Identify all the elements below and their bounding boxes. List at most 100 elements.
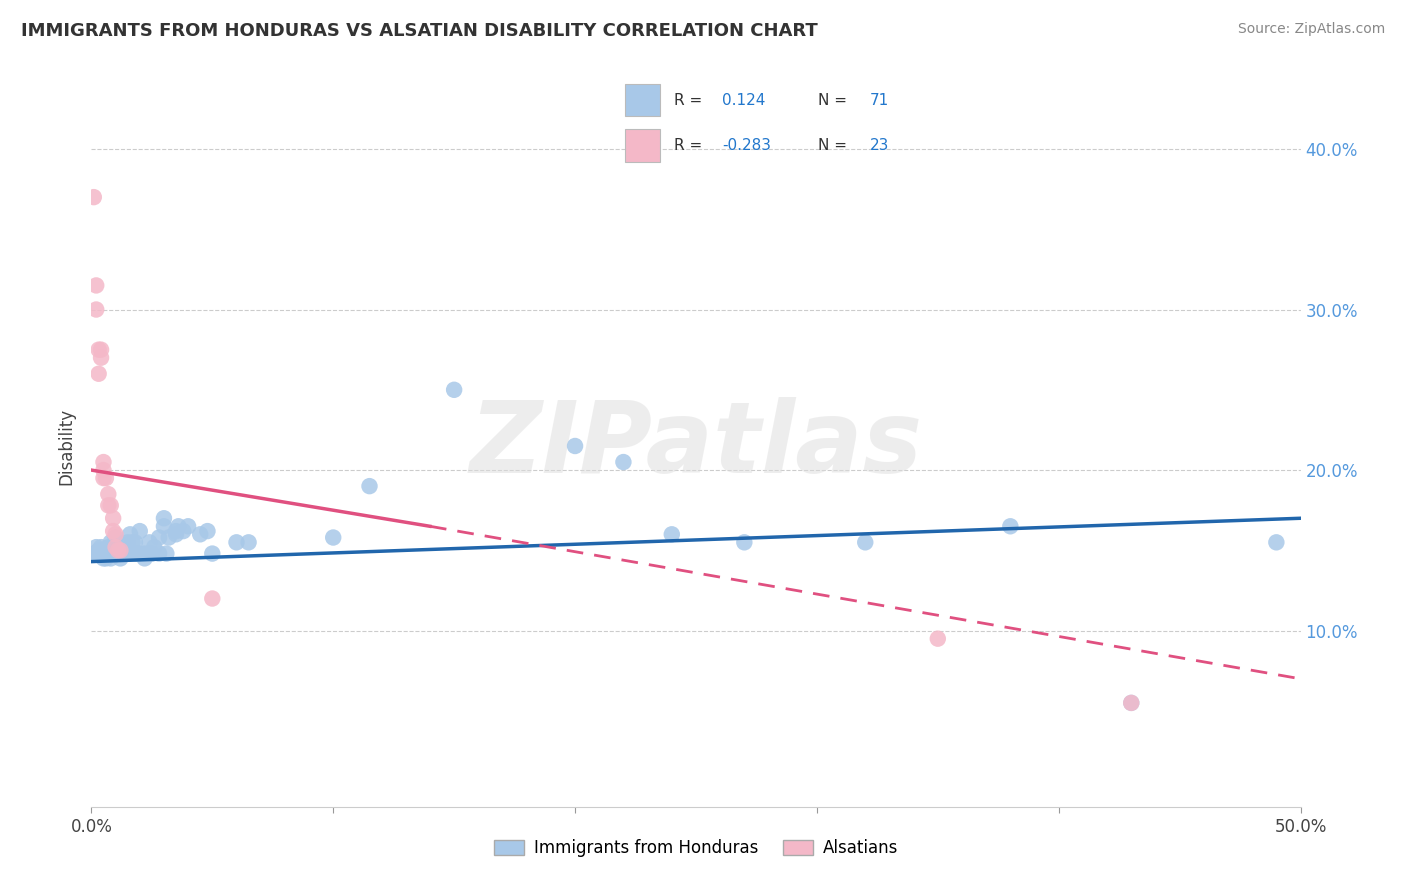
Point	[238, 535, 260, 549]
Point	[111, 547, 134, 561]
Text: N =: N =	[818, 93, 848, 108]
Point	[104, 527, 127, 541]
Text: R =: R =	[673, 93, 702, 108]
Point	[359, 479, 381, 493]
Point	[97, 487, 120, 501]
Text: N =: N =	[818, 137, 848, 153]
Point	[84, 540, 107, 554]
Point	[97, 540, 120, 554]
Point	[127, 547, 149, 561]
Point	[927, 632, 949, 646]
Point	[128, 547, 150, 561]
Point	[117, 547, 139, 561]
Text: 0.124: 0.124	[721, 93, 765, 108]
Legend: Immigrants from Honduras, Alsatians: Immigrants from Honduras, Alsatians	[486, 832, 905, 864]
Y-axis label: Disability: Disability	[58, 408, 76, 484]
Text: ZIPatlas: ZIPatlas	[470, 398, 922, 494]
Point	[110, 551, 132, 566]
Point	[93, 543, 115, 558]
Point	[120, 527, 142, 541]
Point	[100, 499, 122, 513]
Point	[87, 367, 110, 381]
Point	[1265, 535, 1288, 549]
Point	[564, 439, 586, 453]
Point	[104, 547, 127, 561]
Point	[165, 527, 187, 541]
Point	[1000, 519, 1022, 533]
Point	[612, 455, 634, 469]
Point	[100, 547, 122, 561]
Point	[93, 551, 115, 566]
Point	[114, 543, 136, 558]
Point	[148, 547, 170, 561]
Point	[124, 547, 146, 561]
Point	[110, 543, 132, 558]
Point	[101, 547, 124, 561]
Point	[84, 547, 107, 561]
Point	[134, 547, 156, 561]
Point	[733, 535, 755, 549]
Point	[128, 524, 150, 538]
Point	[107, 543, 129, 558]
Point	[141, 547, 163, 561]
Point	[100, 535, 122, 549]
Point	[110, 547, 132, 561]
FancyBboxPatch shape	[626, 84, 659, 117]
Point	[90, 343, 112, 357]
Point	[165, 524, 187, 538]
Point	[1121, 696, 1143, 710]
Point	[101, 540, 124, 554]
Point	[83, 547, 105, 561]
Point	[143, 540, 166, 554]
Point	[661, 527, 683, 541]
Point	[201, 591, 224, 606]
Point	[197, 524, 219, 538]
Point	[443, 383, 465, 397]
Point	[84, 302, 107, 317]
Point	[101, 511, 124, 525]
Point	[167, 519, 190, 533]
Point	[148, 531, 170, 545]
Point	[138, 535, 160, 549]
Point	[153, 519, 176, 533]
Point	[93, 463, 115, 477]
Point	[100, 551, 122, 566]
Point	[177, 519, 200, 533]
Point	[225, 535, 247, 549]
Point	[84, 278, 107, 293]
Point	[94, 471, 117, 485]
Point	[87, 543, 110, 558]
Point	[120, 547, 142, 561]
Point	[94, 547, 117, 561]
Point	[94, 551, 117, 566]
Point	[201, 547, 224, 561]
Point	[90, 351, 112, 365]
Point	[322, 531, 344, 545]
Point	[97, 547, 120, 561]
Point	[853, 535, 876, 549]
Point	[107, 547, 129, 561]
Point	[124, 535, 146, 549]
Text: Source: ZipAtlas.com: Source: ZipAtlas.com	[1237, 22, 1385, 37]
Point	[83, 190, 105, 204]
Point	[87, 343, 110, 357]
Point	[172, 524, 194, 538]
Point	[188, 527, 211, 541]
Text: IMMIGRANTS FROM HONDURAS VS ALSATIAN DISABILITY CORRELATION CHART: IMMIGRANTS FROM HONDURAS VS ALSATIAN DIS…	[21, 22, 818, 40]
Point	[90, 547, 112, 561]
Point	[97, 499, 120, 513]
Point	[90, 540, 112, 554]
Text: -0.283: -0.283	[721, 137, 770, 153]
Point	[1121, 696, 1143, 710]
Text: 71: 71	[870, 93, 889, 108]
Point	[104, 531, 127, 545]
Point	[94, 543, 117, 558]
Point	[134, 551, 156, 566]
Point	[157, 531, 180, 545]
Point	[93, 471, 115, 485]
Point	[104, 540, 127, 554]
Text: 23: 23	[870, 137, 890, 153]
Point	[138, 547, 160, 561]
Point	[107, 535, 129, 549]
FancyBboxPatch shape	[626, 128, 659, 161]
